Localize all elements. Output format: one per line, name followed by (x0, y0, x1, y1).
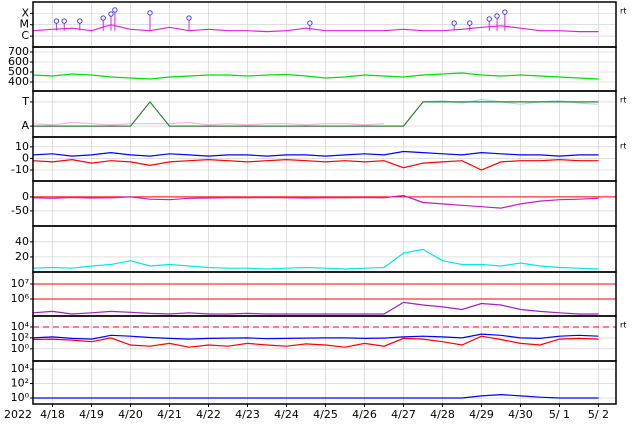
y-tick-label: 400 (8, 75, 29, 88)
y-tick-label: 20 (15, 250, 29, 263)
panel-frame (32, 46, 617, 92)
data-line (32, 121, 385, 126)
data-line (32, 248, 599, 270)
y-tick-label: 10⁰ (11, 342, 30, 355)
right-label: rt (620, 142, 626, 151)
y-tick-label: 10² (11, 377, 29, 390)
y-tick-label: 10⁴ (11, 320, 30, 333)
x-tick-label: 4/23 (235, 408, 260, 421)
panel-frame (32, 90, 617, 138)
x-tick-label: 4/30 (508, 408, 533, 421)
y-tick-label: -10 (11, 163, 29, 176)
data-line (32, 72, 599, 80)
data-line (32, 333, 599, 340)
x-tick-label: 5/ 1 (549, 408, 570, 421)
right-label: rt (620, 321, 626, 330)
panel-frame (32, 271, 617, 317)
x-tick-label: 4/21 (157, 408, 182, 421)
y-tick-label: A (21, 119, 29, 132)
data-line (33, 100, 599, 127)
y-tick-label: 10⁷ (11, 277, 29, 290)
y-tick-label: X (21, 6, 29, 19)
flare-marker (307, 20, 313, 26)
y-tick-label: 0 (22, 151, 29, 164)
x-tick-label: 4/25 (313, 408, 338, 421)
flare-marker (451, 20, 457, 26)
year-label: 2022 (4, 408, 32, 421)
data-line (32, 24, 599, 33)
right-label: rt (620, 96, 626, 105)
panel-frame (32, 136, 617, 182)
data-line (32, 194, 599, 209)
panel-frame (32, 225, 617, 273)
x-tick-label: 4/24 (274, 408, 299, 421)
data-line (32, 150, 599, 157)
flare-marker (486, 16, 492, 22)
x-tick-label: 4/26 (352, 408, 377, 421)
flare-marker (494, 13, 500, 19)
y-tick-label: 600 (8, 55, 29, 68)
flare-marker (108, 11, 114, 17)
x-tick-label: 4/18 (40, 408, 65, 421)
y-tick-label: T (21, 95, 29, 108)
data-line (32, 335, 599, 348)
data-line (32, 158, 599, 171)
data-line (32, 301, 599, 315)
flare-marker (53, 18, 60, 24)
flare-marker (61, 18, 67, 24)
panel-frame (32, 180, 617, 227)
y-tick-label: 700 (8, 45, 29, 58)
y-tick-label: 10⁴ (11, 362, 30, 375)
flare-marker (186, 15, 192, 21)
y-tick-label: M (20, 18, 30, 31)
flare-marker (100, 15, 106, 21)
panel-frame (32, 360, 617, 405)
x-tick-label: 4/27 (391, 408, 416, 421)
x-tick-label: 4/20 (118, 408, 143, 421)
right-label: rt (620, 7, 626, 16)
y-tick-label: 10⁰ (11, 391, 30, 404)
flare-marker (77, 18, 83, 24)
y-tick-label: 500 (8, 65, 29, 78)
y-tick-label: 10⁶ (11, 292, 30, 305)
x-tick-label: 4/28 (430, 408, 455, 421)
y-tick-label: 40 (15, 235, 29, 248)
x-tick-label: 4/22 (196, 408, 221, 421)
data-line (33, 393, 599, 399)
x-tick-label: 4/29 (469, 408, 494, 421)
y-tick-label: -50 (11, 204, 29, 217)
flare-marker (147, 10, 153, 16)
flare-marker (502, 9, 508, 15)
y-tick-label: 10 (15, 140, 29, 153)
x-tick-label: 5/ 2 (588, 408, 609, 421)
flare-marker (112, 7, 118, 13)
y-tick-label: 10² (11, 331, 29, 344)
x-tick-label: 4/19 (79, 408, 104, 421)
flare-marker (467, 20, 473, 26)
y-tick-label: C (21, 29, 29, 42)
y-tick-label: 0 (22, 190, 29, 203)
